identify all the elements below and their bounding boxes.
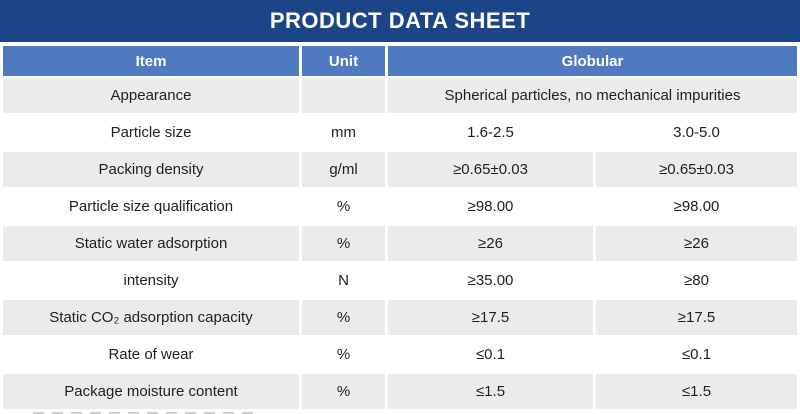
value-cell-1: ≤1.5 [388,374,593,409]
table-row-packing-density: Packing density g/ml ≥0.65±0.03 ≥0.65±0.… [3,152,798,187]
table-row-static-water-adsorption: Static water adsorption % ≥26 ≥26 [3,226,798,261]
unit-cell: % [302,189,385,224]
value-cell-1: ≥0.65±0.03 [388,152,593,187]
unit-cell: % [302,337,385,372]
unit-cell [302,78,385,113]
column-header-globular: Globular [388,46,798,76]
unit-cell: % [302,300,385,335]
item-cell: Particle size [3,115,299,150]
column-header-item: Item [3,46,299,76]
value-cell-2: ≥80 [596,263,798,298]
value-cell-2: ≥0.65±0.03 [596,152,798,187]
value-cell-2: ≤1.5 [596,374,798,409]
item-cell: Packing density [3,152,299,187]
value-cell-2: ≥17.5 [596,300,798,335]
header-row: Item Unit Globular [3,46,798,76]
value-cell-2: ≤0.1 [596,337,798,372]
value-cell-1: ≥17.5 [388,300,593,335]
unit-cell: N [302,263,385,298]
clipped-next-row [3,411,797,414]
value-cell-2: ≥26 [596,226,798,261]
value-cell-1: ≥35.00 [388,263,593,298]
value-cell-1: ≥26 [388,226,593,261]
item-cell: intensity [3,263,299,298]
table-row-intensity: intensity N ≥35.00 ≥80 [3,263,798,298]
column-header-unit: Unit [302,46,385,76]
unit-cell: mm [302,115,385,150]
item-cell: Static CO₂ adsorption capacity [3,300,299,335]
unit-cell: % [302,374,385,409]
item-cell: Package moisture content [3,374,299,409]
value-cell-1: 1.6-2.5 [388,115,593,150]
item-cell: Appearance [3,78,299,113]
table-row-package-moisture-content: Package moisture content % ≤1.5 ≤1.5 [3,374,798,409]
unit-cell: % [302,226,385,261]
table-row-rate-of-wear: Rate of wear % ≤0.1 ≤0.1 [3,337,798,372]
value-cell-1: ≤0.1 [388,337,593,372]
value-cell-1: ≥98.00 [388,189,593,224]
title-bar: PRODUCT DATA SHEET [0,0,800,42]
item-cell: Static water adsorption [3,226,299,261]
item-cell: Rate of wear [3,337,299,372]
table-row-particle-size: Particle size mm 1.6-2.5 3.0-5.0 [3,115,798,150]
table-row-appearance: Appearance Spherical particles, no mecha… [3,78,798,113]
table-row-particle-size-qualification: Particle size qualification % ≥98.00 ≥98… [3,189,798,224]
table-row-static-co2-adsorption: Static CO₂ adsorption capacity % ≥17.5 ≥… [3,300,798,335]
item-cell: Particle size qualification [3,189,299,224]
page-title: PRODUCT DATA SHEET [269,8,531,33]
unit-cell: g/ml [302,152,385,187]
value-cell-2: 3.0-5.0 [596,115,798,150]
spec-table: Item Unit Globular Appearance Spherical … [0,44,800,411]
value-cell-2: ≥98.00 [596,189,798,224]
value-cell-merged: Spherical particles, no mechanical impur… [388,78,798,113]
